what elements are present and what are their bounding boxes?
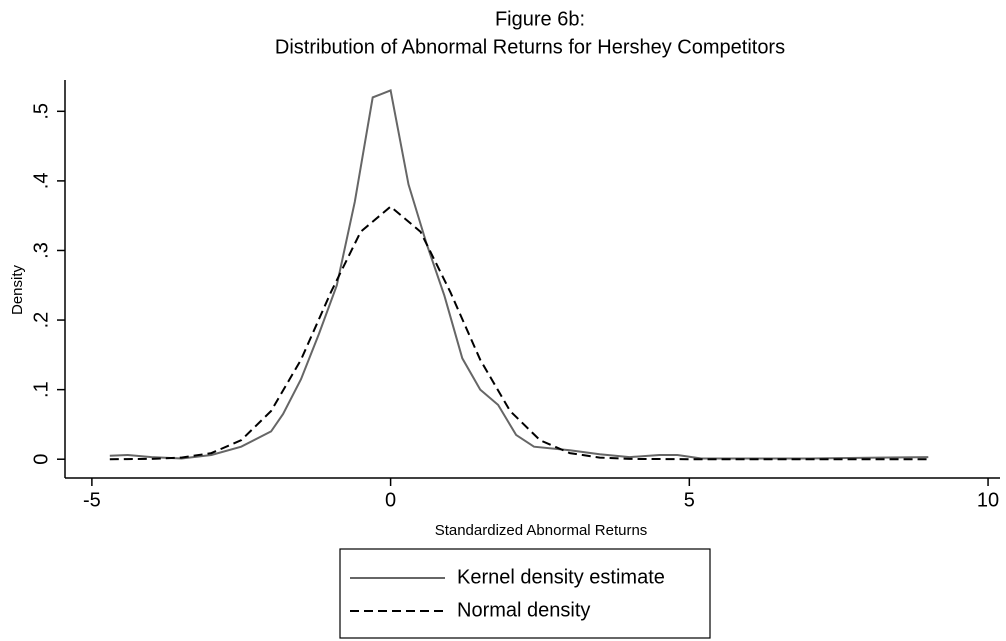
legend-box xyxy=(339,548,711,639)
x-tick-label: -5 xyxy=(83,489,101,511)
y-tick-label: .4 xyxy=(30,173,52,190)
y-axis-label: Density xyxy=(9,264,26,315)
x-tick-label: 10 xyxy=(977,489,999,511)
x-tick-label: 0 xyxy=(385,489,396,511)
y-tick-label: .3 xyxy=(30,242,52,259)
y-tick-label: .1 xyxy=(30,381,52,398)
legend-label: Normal density xyxy=(457,599,590,621)
chart-title: Distribution of Abnormal Returns for Her… xyxy=(275,36,785,58)
series-line xyxy=(109,89,929,460)
legend-label: Kernel density estimate xyxy=(457,566,665,588)
series-line xyxy=(109,205,929,461)
x-axis-label: Standardized Abnormal Returns xyxy=(435,522,648,539)
y-tick-label: 0 xyxy=(30,454,52,465)
chart-title: Figure 6b: xyxy=(495,8,585,30)
y-tick-label: .2 xyxy=(30,312,52,329)
y-tick-label: .5 xyxy=(30,103,52,120)
x-tick-label: 5 xyxy=(684,489,695,511)
